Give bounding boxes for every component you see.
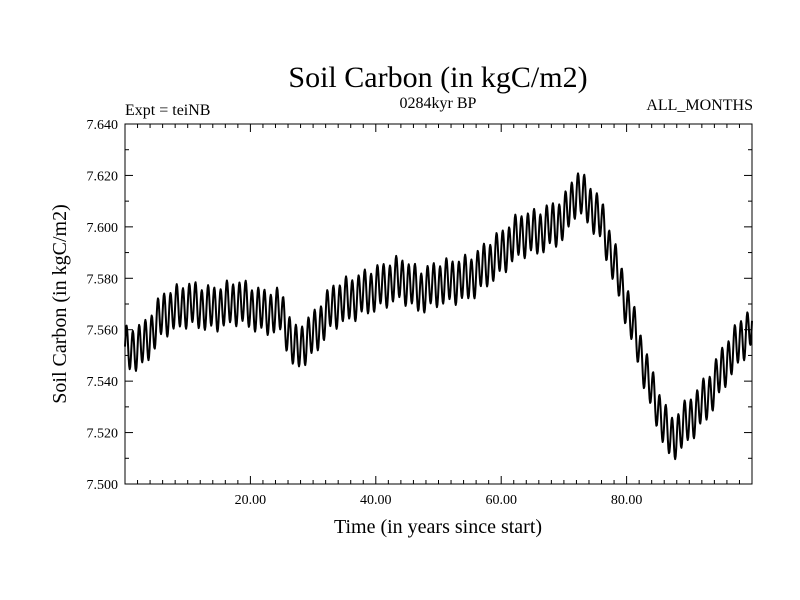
- y-tick-label: 7.520: [87, 427, 119, 442]
- y-tick-label: 7.580: [87, 272, 119, 287]
- y-axis-ticks: 7.500 7.520 7.540 7.560 7.580 7.600 7.620 7.640: [87, 118, 752, 493]
- x-tick-label: 80.00: [611, 493, 643, 508]
- x-tick-label: 40.00: [360, 493, 392, 508]
- y-tick-label: 7.620: [87, 169, 119, 184]
- plot-frame: [124, 123, 753, 485]
- series-line-soil-carbon: [124, 172, 753, 461]
- y-tick-label: 7.560: [87, 324, 119, 339]
- x-axis-label: Time (in years since start): [334, 516, 542, 538]
- chart-title: Soil Carbon (in kgC/m2): [288, 61, 587, 94]
- y-tick-label: 7.500: [87, 478, 119, 493]
- x-tick-label: 20.00: [235, 493, 267, 508]
- y-axis-label: Soil Carbon (in kgC/m2): [49, 204, 71, 403]
- y-tick-label: 7.600: [87, 221, 119, 236]
- months-label: ALL_MONTHS: [646, 97, 753, 114]
- x-tick-label: 60.00: [485, 493, 517, 508]
- x-axis-ticks: 20.00 40.00 60.00 80.00: [137, 124, 740, 508]
- y-tick-label: 7.540: [87, 375, 119, 390]
- experiment-label: Expt = teiNB: [125, 102, 210, 119]
- chart-subtitle: 0284kyr BP: [400, 95, 477, 112]
- y-tick-label: 7.640: [87, 118, 119, 133]
